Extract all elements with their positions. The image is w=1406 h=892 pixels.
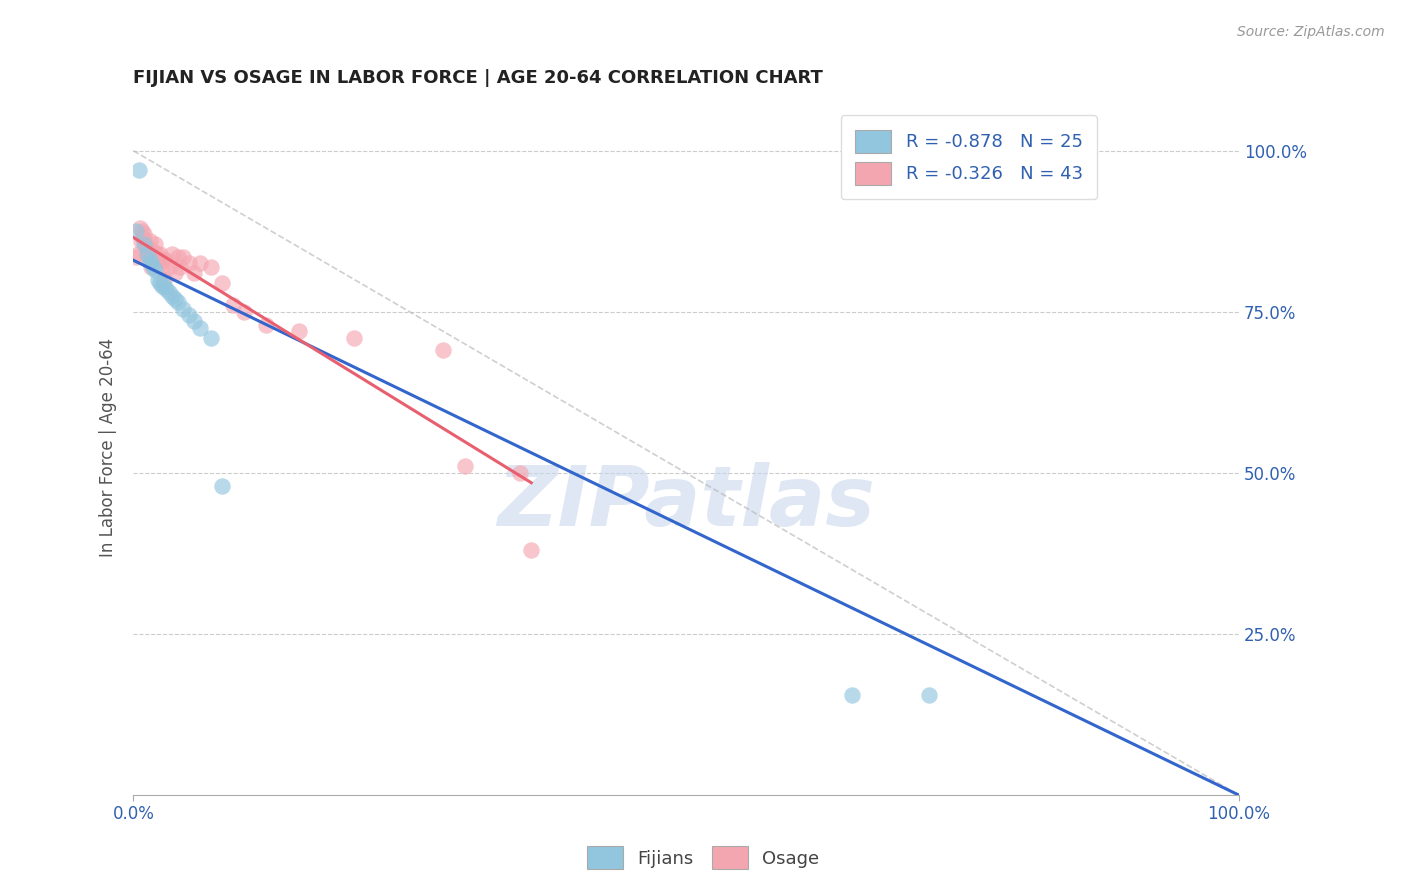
Point bbox=[343, 330, 366, 344]
Point bbox=[149, 276, 172, 290]
Point bbox=[160, 289, 183, 303]
Point bbox=[132, 230, 155, 244]
Legend: Fijians, Osage: Fijians, Osage bbox=[578, 838, 828, 879]
Point bbox=[200, 330, 222, 344]
Point bbox=[134, 237, 156, 252]
Y-axis label: In Labor Force | Age 20-64: In Labor Force | Age 20-64 bbox=[100, 337, 117, 557]
Point bbox=[142, 260, 165, 274]
Point bbox=[146, 272, 169, 286]
Text: FIJIAN VS OSAGE IN LABOR FORCE | AGE 20-64 CORRELATION CHART: FIJIAN VS OSAGE IN LABOR FORCE | AGE 20-… bbox=[134, 69, 823, 87]
Point bbox=[145, 237, 167, 252]
Point bbox=[152, 253, 174, 268]
Point bbox=[841, 688, 863, 702]
Point bbox=[149, 260, 172, 274]
Text: ZIPatlas: ZIPatlas bbox=[498, 462, 875, 543]
Point bbox=[165, 292, 187, 306]
Point bbox=[143, 253, 166, 268]
Point bbox=[139, 260, 162, 274]
Point bbox=[139, 234, 162, 248]
Point bbox=[155, 282, 177, 296]
Point bbox=[128, 163, 150, 178]
Point bbox=[157, 285, 180, 300]
Point bbox=[509, 466, 531, 480]
Point bbox=[211, 276, 233, 290]
Point bbox=[138, 250, 160, 264]
Point bbox=[150, 279, 173, 293]
Point bbox=[129, 234, 152, 248]
Point bbox=[183, 266, 205, 280]
Point bbox=[188, 321, 211, 335]
Point bbox=[166, 250, 188, 264]
Point bbox=[169, 260, 191, 274]
Point bbox=[160, 247, 183, 261]
Point bbox=[139, 256, 162, 270]
Point bbox=[153, 272, 176, 286]
Point bbox=[183, 314, 205, 328]
Point bbox=[127, 247, 149, 261]
Point bbox=[129, 221, 152, 235]
Point bbox=[288, 324, 311, 338]
Point bbox=[136, 247, 159, 261]
Point bbox=[135, 240, 157, 254]
Point bbox=[145, 247, 167, 261]
Point bbox=[211, 479, 233, 493]
Point bbox=[172, 250, 194, 264]
Text: Source: ZipAtlas.com: Source: ZipAtlas.com bbox=[1237, 25, 1385, 39]
Point bbox=[232, 305, 254, 319]
Point bbox=[432, 343, 454, 358]
Point bbox=[254, 318, 277, 332]
Point bbox=[145, 263, 167, 277]
Point bbox=[177, 308, 200, 322]
Point bbox=[177, 256, 200, 270]
Point bbox=[139, 253, 162, 268]
Point bbox=[165, 266, 187, 280]
Point bbox=[124, 250, 146, 264]
Point bbox=[520, 543, 543, 558]
Point bbox=[454, 459, 477, 474]
Point bbox=[135, 247, 157, 261]
Point bbox=[142, 244, 165, 258]
Point bbox=[131, 224, 153, 238]
Point bbox=[918, 688, 941, 702]
Point bbox=[157, 260, 180, 274]
Point bbox=[146, 253, 169, 268]
Point bbox=[155, 253, 177, 268]
Point bbox=[188, 256, 211, 270]
Point bbox=[124, 224, 146, 238]
Point bbox=[166, 295, 188, 310]
Point bbox=[200, 260, 222, 274]
Point bbox=[153, 279, 176, 293]
Point bbox=[134, 227, 156, 242]
Legend: R = -0.878   N = 25, R = -0.326   N = 43: R = -0.878 N = 25, R = -0.326 N = 43 bbox=[841, 115, 1097, 200]
Point bbox=[222, 298, 245, 312]
Point bbox=[149, 247, 172, 261]
Point bbox=[172, 301, 194, 316]
Point bbox=[134, 237, 156, 252]
